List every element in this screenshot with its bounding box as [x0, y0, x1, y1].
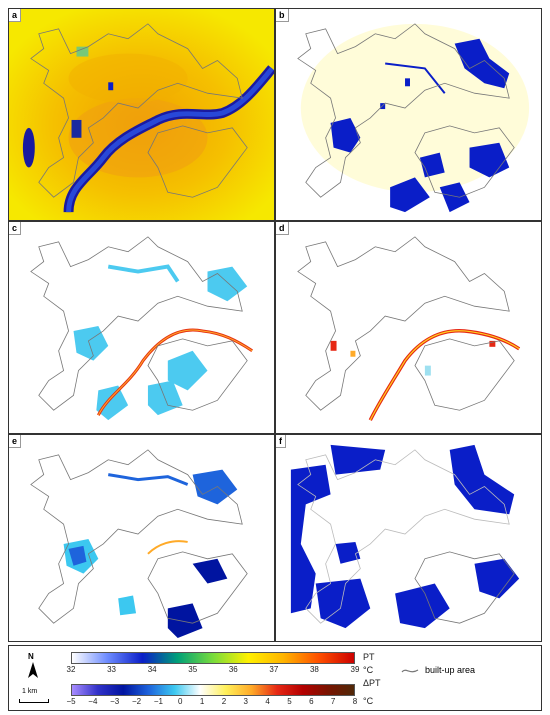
- pt-tick-label: 33: [107, 665, 117, 674]
- map-e: [30, 449, 248, 639]
- pt-tick-label: 34: [147, 665, 157, 674]
- pt-tick-label: 38: [309, 665, 319, 674]
- builtup-label: built-up area: [425, 665, 476, 675]
- north-arrow-icon: N: [25, 652, 41, 678]
- pt-unit: °C: [363, 665, 374, 675]
- dpt-unit-name: ΔPT: [363, 678, 381, 688]
- panel-label-e: e: [9, 435, 22, 448]
- pt-tick-labels: 32 33 34 35 36 37 38 39: [67, 665, 360, 677]
- map-a: [9, 9, 274, 220]
- dpt-colorbar: [71, 684, 355, 696]
- dpt-tick-label: 6: [309, 697, 314, 706]
- map-panel-a: a: [8, 8, 275, 221]
- dpt-tick-label: 5: [287, 697, 292, 706]
- builtup-line-icon: [401, 669, 419, 673]
- map-c: [30, 236, 253, 421]
- map-panel-f: f: [275, 434, 542, 642]
- map-panel-b: b: [275, 8, 542, 221]
- panel-label-f: f: [276, 435, 286, 448]
- panel-label-c: c: [9, 222, 22, 235]
- dpt-tick-label: 0: [177, 697, 183, 706]
- pt-tick-label: 35: [188, 665, 198, 674]
- dpt-tick-label: −4: [88, 697, 98, 706]
- pt-unit-name: PT: [363, 652, 375, 662]
- map-d: [297, 236, 521, 421]
- panel-label-d: d: [276, 222, 289, 235]
- map-panel-e: e: [8, 434, 275, 642]
- pt-tick-label: 39: [350, 665, 360, 674]
- north-label: N: [28, 652, 34, 661]
- panel-label-a: a: [9, 9, 22, 22]
- map-b: [297, 23, 530, 213]
- dpt-tick-label: −2: [131, 697, 142, 706]
- pt-tick-label: 37: [269, 665, 279, 674]
- pt-colorbar: [71, 652, 355, 664]
- scale-bar: 1 km: [19, 688, 49, 706]
- panel-label-b: b: [276, 9, 289, 22]
- scale-line: [19, 699, 49, 703]
- scale-label: 1 km: [22, 688, 38, 695]
- map-panel-c: c: [8, 221, 275, 434]
- dpt-unit: °C: [363, 696, 374, 706]
- legend: N 1 km 32 33 34 35 36 37 38 39 PT °C −5 −4 −3 −2 −1…: [8, 645, 542, 711]
- builtup-legend: built-up area: [401, 664, 531, 678]
- map-f: [290, 444, 520, 629]
- map-panel-d: d: [275, 221, 542, 434]
- pt-tick-label: 32: [66, 665, 76, 674]
- pt-tick-label: 36: [228, 665, 238, 674]
- dpt-tick-label: 4: [265, 697, 270, 706]
- dpt-tick-label: 2: [221, 697, 227, 706]
- dpt-tick-label: −5: [66, 697, 76, 706]
- dpt-tick-label: 1: [199, 697, 205, 706]
- dpt-tick-label: −3: [110, 697, 120, 706]
- dpt-tick-labels: −5 −4 −3 −2 −1 0 1 2 3 4 5 6 7 8: [66, 697, 358, 709]
- dpt-tick-label: 7: [330, 697, 336, 706]
- dpt-tick-label: −1: [153, 697, 163, 706]
- dpt-tick-label: 3: [243, 697, 248, 706]
- dpt-tick-label: 8: [352, 697, 358, 706]
